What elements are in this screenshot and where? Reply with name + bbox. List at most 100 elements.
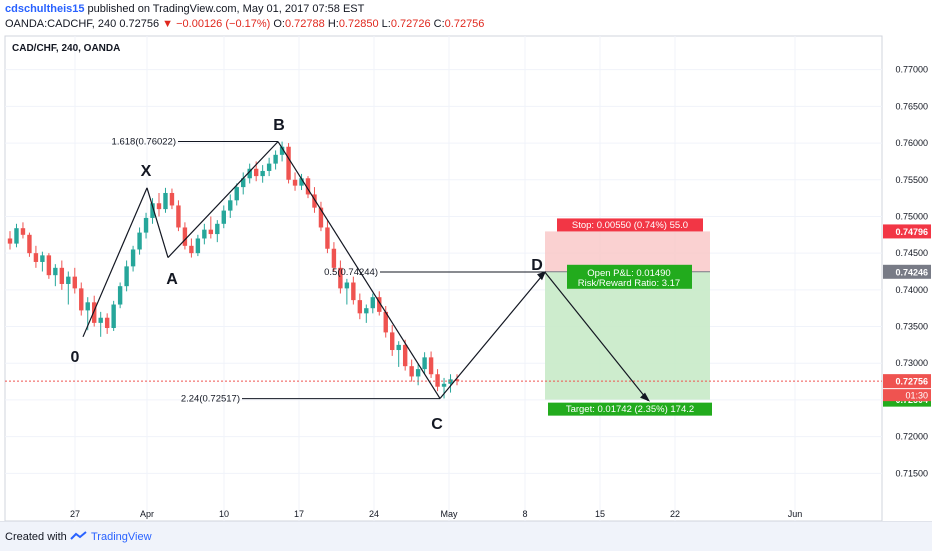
projection-arrow (544, 271, 649, 402)
candle-body (169, 192, 175, 206)
candle-body (396, 344, 401, 351)
stop-tag-box (557, 218, 703, 232)
open-value: 0.72788 (284, 18, 325, 30)
countdown-tag-text: 01:30 (905, 391, 928, 401)
candle-body (104, 317, 110, 329)
candle-body (325, 227, 330, 249)
candle-body (377, 297, 382, 312)
target-tag-text: Target: 0.01742 (2.35%) 174.2 (566, 404, 694, 415)
footer-bar: Created with TradingView (0, 521, 932, 551)
candle-body (189, 245, 194, 254)
low-label: L: (381, 18, 391, 30)
high-value: 0.72850 (338, 18, 379, 30)
fib-level-label: 1.618(0.76022) (112, 136, 176, 147)
price-tick-label: 0.73000 (895, 358, 928, 368)
author-link[interactable]: cdschultheis15 (5, 3, 85, 15)
candle-body (143, 217, 149, 233)
candle-body (111, 304, 116, 329)
pattern-leg (82, 187, 148, 338)
pattern-point-label: B (273, 117, 285, 134)
pattern-leg (146, 187, 169, 258)
high-label: H: (327, 18, 339, 30)
time-tick-label: 15 (595, 509, 605, 519)
pattern-point-label: 0 (71, 349, 80, 366)
low-value: 0.72726 (390, 18, 431, 30)
pattern-leg (167, 141, 279, 258)
price-tick-label: 0.74000 (895, 285, 928, 295)
target-zone (545, 271, 710, 400)
candle-body (228, 200, 233, 211)
harmonic-drawings: 0 X A B C D 1.618(0.76022) 0.5(0.74244) 2.24(0.7… (5, 117, 882, 433)
candle-body (27, 234, 32, 254)
publish-line: cdschultheis15 published on TradingView.… (5, 3, 364, 15)
ohlc-line: OANDA:CADCHF, 240 0.72756 ▼ −0.00126 (−0… (5, 18, 484, 30)
plot-frame (4, 35, 883, 522)
candle-body (208, 229, 214, 235)
position-zones (545, 231, 710, 400)
pattern-leg (277, 141, 441, 399)
price-tick-label: 0.77000 (895, 65, 928, 75)
target-tag-box (548, 402, 712, 416)
candle-body (247, 168, 252, 179)
candle-body (338, 267, 343, 289)
candle-body (273, 154, 278, 164)
price-tick-label: 0.75000 (895, 211, 928, 221)
candle-body (260, 170, 265, 177)
candle-body (409, 366, 414, 377)
pattern-point-label: X (141, 163, 152, 180)
arrow-head-icon (537, 271, 546, 281)
candle-body (163, 192, 168, 210)
axis-price-tag-text: 0.74796 (895, 227, 928, 237)
last-price: 0.72756 (119, 18, 160, 30)
candle-body (40, 255, 45, 262)
candle-body (402, 344, 408, 367)
candle-body (383, 311, 388, 333)
candle-body (130, 249, 136, 267)
candle-body (150, 203, 155, 218)
candle-body (318, 207, 324, 228)
candle-body (344, 282, 350, 289)
candle-body (435, 374, 440, 387)
price-axis[interactable]: 0.77000 0.76500 0.76000 0.75500 0.75000 0.745… (883, 65, 931, 479)
candle-body (66, 276, 71, 284)
axis-price-tag-box (883, 374, 931, 389)
time-tick-label: May (440, 509, 458, 519)
published-text: published on TradingView.com, May 01, 20… (87, 3, 365, 15)
candle-body (14, 228, 19, 244)
pattern-point-label: A (166, 271, 178, 288)
candle-body (182, 227, 188, 246)
candle-body (364, 308, 369, 314)
price-tick-label: 0.75500 (895, 175, 928, 185)
price-tick-label: 0.72000 (895, 432, 928, 442)
axis-price-tag-text: 0.72756 (895, 377, 928, 387)
candle-body (286, 146, 291, 180)
candle-body (85, 302, 90, 311)
down-arrow-icon: ▼ (162, 18, 174, 30)
candle-body (428, 357, 434, 375)
candle-body (46, 255, 52, 276)
candle-body (234, 187, 239, 201)
candle-body (124, 266, 129, 287)
tradingview-brand[interactable]: TradingView (91, 531, 152, 543)
candle-body (202, 229, 207, 239)
close-label: C: (433, 18, 445, 30)
time-axis[interactable]: 27 Apr 10 17 24 May 8 15 22 Jun (70, 509, 802, 519)
time-tick-label: Apr (140, 509, 154, 519)
price-tick-label: 0.73500 (895, 322, 928, 332)
candle-body (7, 238, 13, 244)
candle-body (299, 178, 304, 186)
axis-price-tag-box (883, 264, 931, 279)
candle-body (92, 302, 97, 323)
time-tick-label: 17 (294, 509, 304, 519)
candle-body (331, 248, 337, 268)
candle-body (454, 379, 460, 381)
symbol-label[interactable]: OANDA:CADCHF, 240 (5, 18, 117, 30)
candle-body (72, 276, 77, 289)
candle-body (292, 179, 298, 186)
candle-body (253, 168, 259, 177)
candle-body (305, 178, 311, 195)
rr-tag-text: Risk/Reward Ratio: 3.17 (578, 278, 680, 289)
open-label: O: (273, 18, 285, 30)
time-tick-label: 10 (219, 509, 229, 519)
